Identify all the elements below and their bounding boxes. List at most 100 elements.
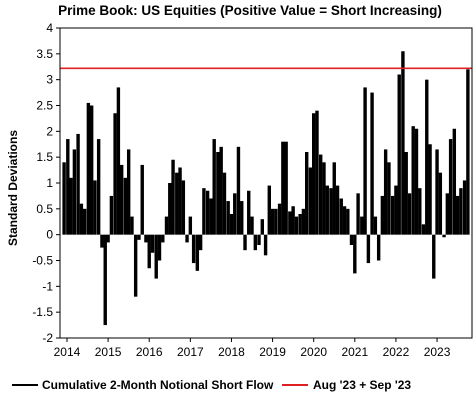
bar-44 bbox=[212, 139, 216, 235]
y-tick-label-7: 1.5 bbox=[36, 150, 53, 164]
bar-55 bbox=[250, 216, 254, 235]
legend-label-aug-sep: Aug '23 + Sep '23 bbox=[313, 378, 411, 392]
bar-33 bbox=[175, 172, 179, 235]
bar-58 bbox=[260, 219, 264, 235]
bar-97 bbox=[394, 185, 398, 235]
bar-49 bbox=[229, 214, 234, 235]
y-tick-label-8: 2 bbox=[46, 124, 53, 138]
bar-15 bbox=[113, 113, 117, 235]
x-tick-label-1: 2015 bbox=[95, 345, 122, 359]
plot-content bbox=[60, 51, 472, 326]
bar-66 bbox=[288, 211, 292, 235]
y-tick-label-10: 3 bbox=[46, 73, 53, 87]
bar-98 bbox=[397, 74, 401, 235]
bar-39 bbox=[195, 234, 200, 271]
bar-101 bbox=[407, 193, 412, 235]
bar-117 bbox=[462, 180, 467, 235]
bar-99 bbox=[401, 51, 405, 235]
bar-37 bbox=[188, 216, 193, 235]
bar-38 bbox=[191, 234, 196, 264]
bar-61 bbox=[270, 208, 275, 235]
bar-75 bbox=[318, 154, 323, 235]
bar-89 bbox=[366, 234, 371, 264]
bar-77 bbox=[325, 185, 329, 235]
x-tick-label-6: 2020 bbox=[300, 345, 327, 359]
bar-116 bbox=[459, 188, 463, 235]
bar-76 bbox=[322, 162, 326, 235]
bar-91 bbox=[373, 216, 378, 235]
bar-87 bbox=[360, 216, 364, 235]
bar-24 bbox=[144, 234, 148, 243]
bar-12 bbox=[103, 234, 107, 326]
y-tick-label-2: -1 bbox=[42, 279, 53, 293]
bar-106 bbox=[425, 79, 429, 235]
bar-0 bbox=[62, 162, 66, 235]
bar-108 bbox=[432, 234, 436, 279]
bar-92 bbox=[376, 234, 381, 261]
bar-48 bbox=[226, 201, 230, 235]
bar-88 bbox=[363, 87, 367, 235]
y-tick-label-0: -2 bbox=[42, 331, 53, 345]
bar-52 bbox=[240, 201, 244, 235]
bar-83 bbox=[346, 208, 350, 235]
bar-27 bbox=[154, 234, 158, 279]
bar-109 bbox=[435, 149, 439, 235]
legend-label-flow: Cumulative 2-Month Notional Short Flow bbox=[42, 378, 274, 392]
x-tick-label-4: 2018 bbox=[218, 345, 245, 359]
bar-17 bbox=[119, 164, 124, 235]
x-tick-label-7: 2021 bbox=[341, 345, 368, 359]
y-tick-label-3: -0.5 bbox=[32, 254, 53, 268]
bar-78 bbox=[329, 188, 333, 235]
bar-80 bbox=[335, 185, 340, 235]
x-tick-label-8: 2022 bbox=[383, 345, 410, 359]
bar-51 bbox=[236, 146, 241, 235]
bar-41 bbox=[202, 188, 206, 235]
y-tick-label-6: 1 bbox=[46, 176, 53, 190]
bar-68 bbox=[294, 216, 299, 235]
bar-65 bbox=[284, 141, 288, 235]
bar-95 bbox=[387, 162, 391, 235]
bar-3 bbox=[72, 149, 77, 235]
chart-title: Prime Book: US Equities (Positive Value … bbox=[58, 3, 442, 18]
bar-22 bbox=[137, 234, 141, 240]
bar-71 bbox=[305, 152, 309, 235]
bar-79 bbox=[332, 162, 336, 235]
bar-67 bbox=[291, 206, 295, 235]
y-tick-label-11: 3.5 bbox=[36, 47, 53, 61]
y-tick-label-4: 0 bbox=[46, 228, 53, 242]
bar-73 bbox=[312, 113, 316, 235]
bar-10 bbox=[96, 139, 101, 235]
y-tick-label-12: 4 bbox=[46, 21, 53, 35]
bar-100 bbox=[404, 152, 408, 235]
bar-45 bbox=[216, 152, 220, 235]
bar-13 bbox=[106, 234, 110, 243]
bar-26 bbox=[150, 234, 155, 253]
bar-47 bbox=[222, 172, 227, 235]
bar-102 bbox=[411, 126, 415, 235]
bar-14 bbox=[109, 195, 114, 235]
bar-56 bbox=[253, 234, 258, 251]
bar-81 bbox=[339, 198, 343, 235]
bar-1 bbox=[66, 139, 70, 235]
bar-113 bbox=[448, 139, 453, 235]
x-tick-label-2: 2016 bbox=[136, 345, 163, 359]
bar-110 bbox=[438, 172, 443, 235]
bar-20 bbox=[130, 216, 134, 235]
bar-9 bbox=[93, 180, 97, 235]
x-tick-label-0: 2014 bbox=[54, 345, 81, 359]
bar-103 bbox=[414, 128, 419, 235]
bar-5 bbox=[79, 203, 84, 235]
bar-118 bbox=[466, 69, 470, 235]
x-tick-label-9: 2023 bbox=[424, 345, 451, 359]
bar-84 bbox=[349, 234, 354, 245]
bar-32 bbox=[171, 159, 175, 235]
bar-93 bbox=[380, 195, 385, 235]
bar-64 bbox=[281, 141, 285, 235]
bar-29 bbox=[161, 234, 165, 243]
y-tick-label-5: 0.5 bbox=[36, 202, 53, 216]
bar-28 bbox=[157, 234, 162, 261]
bar-36 bbox=[185, 234, 189, 243]
x-tick-label-3: 2017 bbox=[177, 345, 204, 359]
bar-31 bbox=[168, 183, 172, 235]
